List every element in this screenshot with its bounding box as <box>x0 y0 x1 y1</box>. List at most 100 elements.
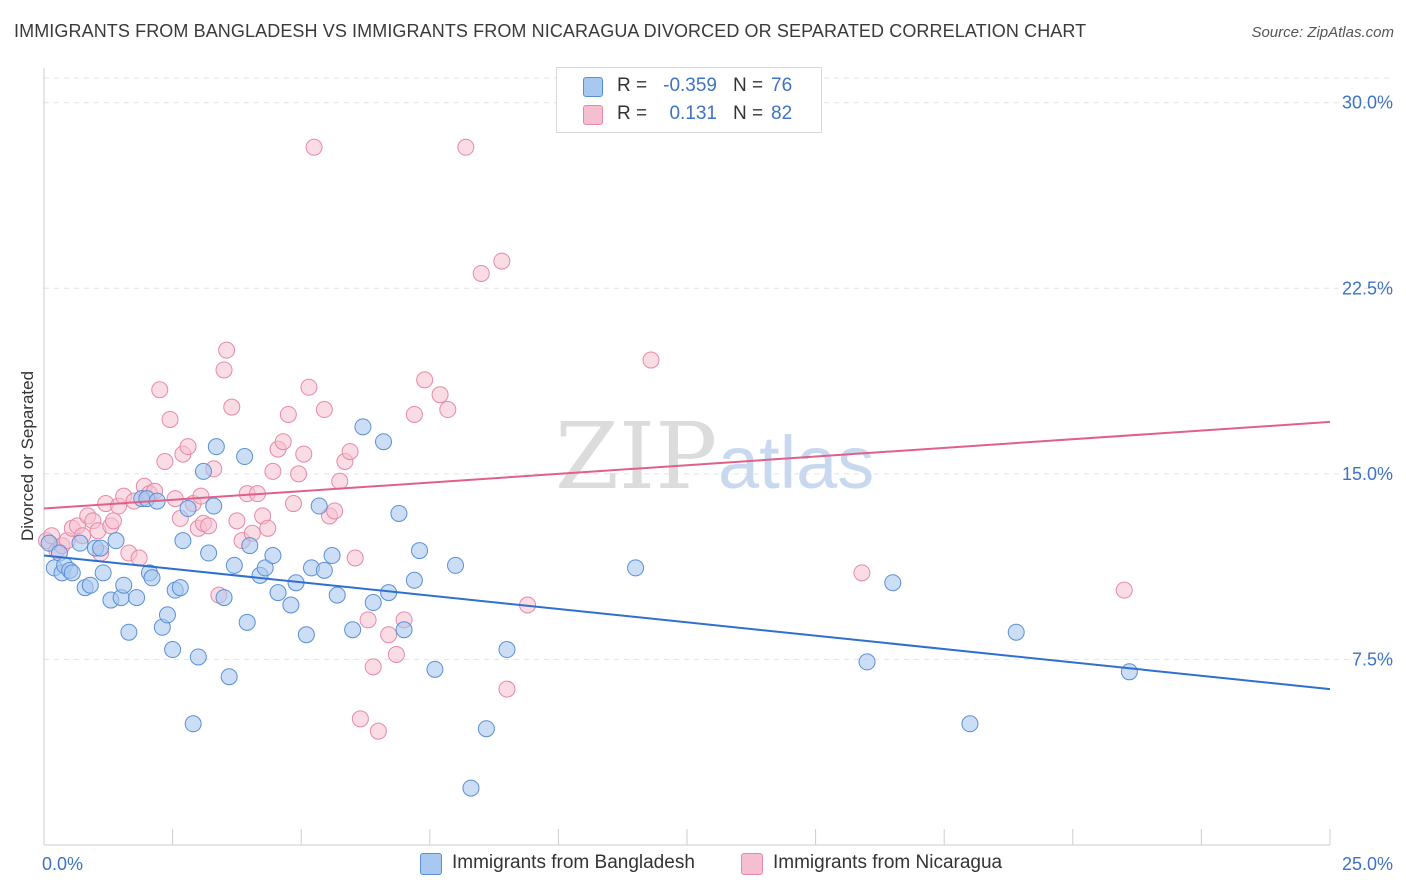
bangladesh-point <box>164 641 182 659</box>
bangladesh-point <box>128 589 146 607</box>
bangladesh-point <box>241 537 259 555</box>
chart-title: IMMIGRANTS FROM BANGLADESH VS IMMIGRANTS… <box>14 21 1087 41</box>
nicaragua-swatch <box>583 105 603 125</box>
bangladesh-point <box>143 569 161 587</box>
bangladesh-point <box>297 626 315 644</box>
nicaragua-point <box>1115 581 1133 599</box>
nicaragua-point <box>305 138 323 156</box>
bangladesh-point <box>238 613 256 631</box>
bangladesh-point <box>184 715 202 733</box>
bangladesh-point <box>498 641 516 659</box>
nicaragua-point <box>274 433 292 451</box>
bangladesh-trend-line <box>43 554 1331 691</box>
nicaragua-point <box>498 680 516 698</box>
nicaragua-point <box>279 405 297 423</box>
nicaragua-point <box>130 549 148 567</box>
bangladesh-point <box>40 534 58 552</box>
bangladesh-point <box>194 462 212 480</box>
bangladesh-point <box>282 596 300 614</box>
tick-labels: 7.5% 15.0% 22.5% 30.0% 0.0% 25.0% <box>42 93 1393 874</box>
x-tick-label: 25.0% <box>1342 854 1393 874</box>
nicaragua-point <box>179 438 197 456</box>
correlation-legend: R = -0.359 N = 76 R = 0.131 N = 82 <box>556 67 822 133</box>
y-tick-label: 7.5% <box>1352 649 1393 669</box>
bangladesh-legend-label: Immigrants from Bangladesh <box>452 852 695 873</box>
bangladesh-point <box>115 576 133 594</box>
bangladesh-point <box>405 571 423 589</box>
nicaragua-point <box>642 351 660 369</box>
bangladesh-point <box>189 648 207 666</box>
bangladesh-point <box>364 594 382 612</box>
axes <box>43 68 1331 846</box>
nicaragua-point <box>351 710 369 728</box>
trend-lines <box>43 420 1331 691</box>
nicaragua-point <box>290 465 308 483</box>
bangladesh-point <box>225 556 243 574</box>
nicaragua-point <box>326 502 344 520</box>
bangladesh-point <box>1120 663 1138 681</box>
nicaragua-point <box>151 381 169 399</box>
nicaragua-point <box>387 645 405 663</box>
bangladesh-point <box>63 564 81 582</box>
nicaragua-legend-swatch <box>741 853 763 875</box>
legend-row-nicaragua: R = 0.131 N = 82 <box>557 100 821 128</box>
bangladesh-swatch <box>583 77 603 97</box>
nicaragua-point <box>161 410 179 428</box>
watermark: ZIP atlas <box>555 403 874 510</box>
nicaragua-point <box>416 371 434 389</box>
n-label: N = <box>733 75 764 96</box>
nicaragua-point <box>493 252 511 270</box>
bangladesh-point <box>107 532 125 550</box>
r-label: R = <box>617 75 648 96</box>
n-value: 76 <box>771 75 793 96</box>
bangladesh-point <box>94 564 112 582</box>
nicaragua-point <box>259 519 277 537</box>
bangladesh-point <box>269 584 287 602</box>
bangladesh-point <box>411 542 429 560</box>
bangladesh-point <box>92 539 110 557</box>
bangladesh-point <box>395 621 413 639</box>
r-value: 0.131 <box>669 103 717 124</box>
y-tick-label: 22.5% <box>1342 278 1393 298</box>
nicaragua-point <box>431 386 449 404</box>
bangladesh-point <box>264 547 282 565</box>
bangladesh-point <box>961 715 979 733</box>
bangladesh-point <box>375 433 393 451</box>
n-value: 82 <box>771 103 793 124</box>
nicaragua-point <box>472 264 490 282</box>
bangladesh-point <box>884 574 902 592</box>
bangladesh-point <box>390 504 408 522</box>
nicaragua-point <box>300 378 318 396</box>
bangladesh-point <box>315 561 333 579</box>
bangladesh-legend-swatch <box>420 853 442 875</box>
nicaragua-point <box>264 462 282 480</box>
bangladesh-point <box>215 589 233 607</box>
nicaragua-point <box>439 401 457 419</box>
bangladesh-point <box>205 497 223 515</box>
bangladesh-point <box>426 660 444 678</box>
nicaragua-point <box>457 138 475 156</box>
nicaragua-point <box>380 626 398 644</box>
bangladesh-point <box>447 556 465 574</box>
grid-lines <box>44 77 1392 660</box>
nicaragua-point <box>284 495 302 513</box>
bangladesh-point <box>323 547 341 565</box>
nicaragua-point <box>295 445 313 463</box>
bangladesh-point <box>328 586 346 604</box>
nicaragua-trend-line <box>43 420 1331 510</box>
bangladesh-point <box>344 621 362 639</box>
nicaragua-point <box>369 722 387 740</box>
nicaragua-point <box>853 564 871 582</box>
nicaragua-point <box>331 472 349 490</box>
nicaragua-point <box>405 405 423 423</box>
bangladesh-point <box>462 779 480 797</box>
nicaragua-point <box>315 401 333 419</box>
bangladesh-point <box>310 497 328 515</box>
n-label: N = <box>733 103 764 124</box>
bangladesh-point <box>171 579 189 597</box>
nicaragua-point <box>156 453 174 470</box>
nicaragua-point <box>192 487 210 505</box>
bangladesh-point <box>236 448 254 466</box>
bangladesh-point <box>81 576 99 594</box>
